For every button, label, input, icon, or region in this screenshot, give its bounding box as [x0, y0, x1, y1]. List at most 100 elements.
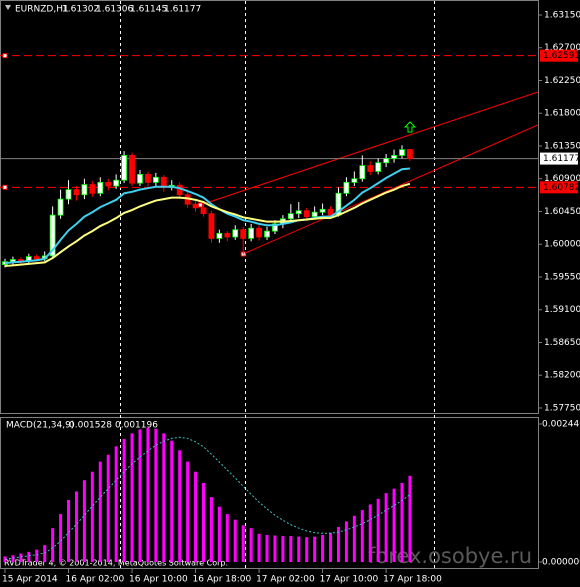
macd-bar — [209, 497, 213, 563]
x-tick-label: 17 Apr 18:00 — [383, 575, 442, 585]
y-tick-label: 1.58650 — [544, 338, 580, 348]
x-tick-label: 16 Apr 10:00 — [129, 575, 188, 585]
macd-bar — [154, 428, 158, 563]
level-label: 1.62591 — [543, 51, 580, 61]
macd-bar — [305, 537, 309, 563]
signal-line — [4, 436, 411, 560]
macd-bar — [233, 519, 237, 563]
candle-body — [129, 155, 135, 184]
candle-body — [359, 165, 366, 180]
x-tick-label: 16 Apr 18:00 — [193, 575, 252, 585]
copyright: RVDTrader 4, © 2001-2014, MetaQuotes Sof… — [4, 559, 228, 568]
candle-body — [383, 157, 390, 164]
signal-value: 0.001196 — [115, 421, 158, 431]
x-tick-label: 17 Apr 10:00 — [320, 575, 379, 585]
candle-body — [73, 189, 80, 196]
candle-body — [319, 208, 326, 213]
candle-body — [240, 229, 247, 239]
ohlc-low: 1.61145 — [130, 5, 167, 15]
macd-bar — [336, 527, 340, 563]
candle-body — [216, 232, 223, 239]
candle-body — [89, 184, 96, 194]
candle-body — [152, 176, 159, 183]
macd-bar — [178, 450, 182, 563]
macd-bar — [265, 534, 269, 563]
candle-body — [303, 210, 310, 217]
trendline-anchor — [197, 202, 203, 208]
y-tick-label: 1.61350 — [544, 141, 580, 151]
candle-body — [407, 149, 413, 159]
candle-body — [343, 181, 350, 194]
macd-bar — [321, 534, 325, 563]
ohlc-open: 1.61302 — [62, 5, 99, 15]
macd-bar — [90, 471, 94, 563]
macd-bar — [408, 475, 412, 563]
macd-bar — [273, 535, 277, 563]
macd-bar — [98, 461, 102, 563]
macd-bar — [313, 536, 317, 563]
macd-bar — [51, 528, 55, 563]
moving-average — [4, 182, 411, 268]
macd-bar — [281, 536, 285, 563]
candle-body — [65, 189, 72, 200]
macd-bar — [67, 499, 71, 563]
macd-bar — [138, 429, 142, 563]
candle-body — [105, 181, 112, 187]
macd-bar — [368, 504, 372, 563]
trendline — [200, 91, 539, 206]
candle-body — [264, 230, 270, 238]
candle-body — [295, 210, 302, 215]
x-tick-label: 16 Apr 02:00 — [66, 575, 125, 585]
macd-bar — [384, 493, 388, 563]
candle-body — [57, 198, 64, 216]
candle-body — [256, 227, 262, 238]
period-separators — [120, 1, 435, 568]
macd-bar — [400, 483, 404, 563]
macd-bar — [146, 427, 150, 563]
level-anchor — [2, 184, 8, 190]
macd-bar — [225, 514, 229, 563]
current-price-box — [540, 152, 578, 165]
macd-bar — [352, 515, 356, 563]
y-tick-label: 0.002446 — [542, 419, 580, 429]
macd-bar — [74, 491, 78, 563]
y-tick-label: 1.58200 — [544, 371, 580, 381]
candle-body — [272, 223, 278, 232]
candle-body — [137, 173, 143, 184]
candle-body — [49, 214, 56, 257]
candle-body — [375, 162, 382, 172]
y-tick-label: 1.62700 — [544, 43, 580, 53]
macd-bar — [19, 553, 23, 563]
candle-body — [200, 207, 207, 215]
macd-bar — [241, 525, 245, 563]
x-tick-label: 15 Apr 2014 — [2, 575, 58, 585]
ohlc-close: 1.61177 — [164, 5, 201, 15]
y-tick-label: 1.60450 — [544, 207, 580, 217]
trendline — [242, 124, 539, 255]
y-tick-label: 1.63150 — [544, 10, 580, 20]
candle-body — [391, 155, 397, 159]
chart-title: EURNZD,H1 — [15, 5, 69, 15]
macd-bar — [297, 536, 301, 563]
candle-body — [33, 256, 40, 260]
y-tick-label: 1.60000 — [544, 240, 580, 250]
candle-body — [208, 213, 215, 239]
candle-body — [113, 179, 120, 187]
macd-bar — [43, 545, 47, 563]
y-tick-label: 1.57750 — [544, 403, 580, 413]
macd-bar — [130, 433, 134, 563]
y-tick-label: 0.000000 — [542, 558, 580, 568]
y-tick-label: 1.61800 — [544, 109, 580, 119]
macd-bar — [82, 480, 86, 563]
y-tick-label: 1.60900 — [544, 174, 580, 184]
macd-bar — [344, 521, 348, 563]
candle-body — [327, 208, 334, 216]
buy-arrow — [403, 121, 417, 133]
symbol-icon — [5, 5, 11, 10]
level-box — [540, 49, 578, 62]
candle-body — [81, 184, 88, 196]
current-price-label: 1.61177 — [543, 154, 580, 164]
candle-body — [351, 178, 358, 183]
